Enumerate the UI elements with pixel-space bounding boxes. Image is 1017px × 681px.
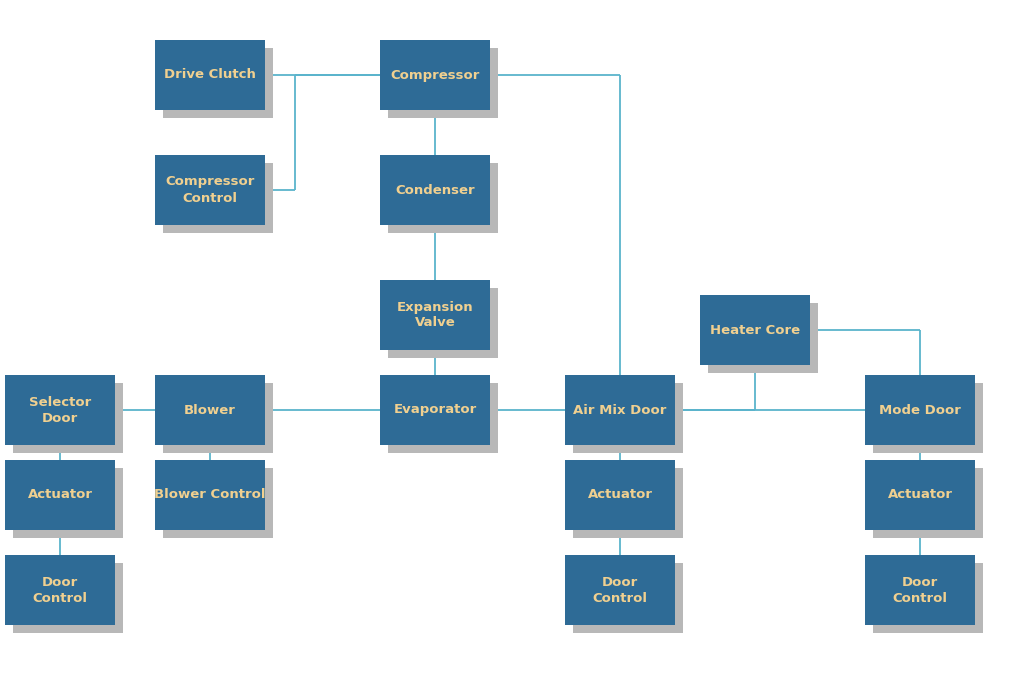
Text: Blower: Blower [184, 404, 236, 417]
FancyBboxPatch shape [155, 460, 265, 530]
FancyBboxPatch shape [5, 375, 115, 445]
FancyBboxPatch shape [380, 280, 490, 350]
FancyBboxPatch shape [13, 563, 123, 633]
FancyBboxPatch shape [700, 295, 810, 365]
Text: Air Mix Door: Air Mix Door [574, 404, 667, 417]
FancyBboxPatch shape [163, 163, 273, 233]
FancyBboxPatch shape [573, 563, 683, 633]
FancyBboxPatch shape [708, 303, 818, 373]
FancyBboxPatch shape [388, 163, 498, 233]
FancyBboxPatch shape [163, 48, 273, 118]
Text: Door
Control: Door Control [33, 575, 87, 605]
FancyBboxPatch shape [163, 383, 273, 453]
Text: Drive Clutch: Drive Clutch [164, 69, 256, 82]
Text: Actuator: Actuator [27, 488, 93, 501]
FancyBboxPatch shape [565, 555, 675, 625]
FancyBboxPatch shape [163, 468, 273, 538]
FancyBboxPatch shape [380, 375, 490, 445]
Text: Heater Core: Heater Core [710, 323, 800, 336]
FancyBboxPatch shape [380, 40, 490, 110]
FancyBboxPatch shape [565, 375, 675, 445]
FancyBboxPatch shape [573, 383, 683, 453]
FancyBboxPatch shape [5, 460, 115, 530]
Text: Door
Control: Door Control [593, 575, 648, 605]
FancyBboxPatch shape [388, 288, 498, 358]
FancyBboxPatch shape [13, 383, 123, 453]
Text: Actuator: Actuator [888, 488, 953, 501]
FancyBboxPatch shape [155, 155, 265, 225]
Text: Mode Door: Mode Door [879, 404, 961, 417]
Text: Evaporator: Evaporator [394, 404, 477, 417]
Text: Compressor: Compressor [391, 69, 480, 82]
Text: Condenser: Condenser [396, 183, 475, 197]
FancyBboxPatch shape [865, 460, 975, 530]
FancyBboxPatch shape [873, 563, 983, 633]
Text: Actuator: Actuator [588, 488, 653, 501]
FancyBboxPatch shape [873, 468, 983, 538]
Text: Selector
Door: Selector Door [28, 396, 92, 424]
FancyBboxPatch shape [155, 375, 265, 445]
FancyBboxPatch shape [873, 383, 983, 453]
Text: Compressor
Control: Compressor Control [166, 176, 254, 204]
FancyBboxPatch shape [380, 155, 490, 225]
FancyBboxPatch shape [155, 40, 265, 110]
FancyBboxPatch shape [388, 48, 498, 118]
FancyBboxPatch shape [565, 460, 675, 530]
Text: Door
Control: Door Control [893, 575, 948, 605]
Text: Expansion
Valve: Expansion Valve [397, 300, 473, 330]
Text: Blower Control: Blower Control [155, 488, 265, 501]
FancyBboxPatch shape [865, 375, 975, 445]
FancyBboxPatch shape [5, 555, 115, 625]
FancyBboxPatch shape [13, 468, 123, 538]
FancyBboxPatch shape [388, 383, 498, 453]
FancyBboxPatch shape [573, 468, 683, 538]
FancyBboxPatch shape [865, 555, 975, 625]
